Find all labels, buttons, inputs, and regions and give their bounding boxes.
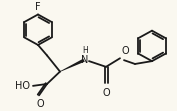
Text: O: O: [122, 46, 130, 56]
Text: H: H: [82, 46, 88, 55]
Text: O: O: [36, 99, 44, 109]
Polygon shape: [60, 59, 85, 72]
Text: HO: HO: [15, 81, 30, 91]
Text: F: F: [35, 2, 41, 12]
Text: O: O: [102, 88, 110, 98]
Text: N: N: [81, 55, 89, 65]
